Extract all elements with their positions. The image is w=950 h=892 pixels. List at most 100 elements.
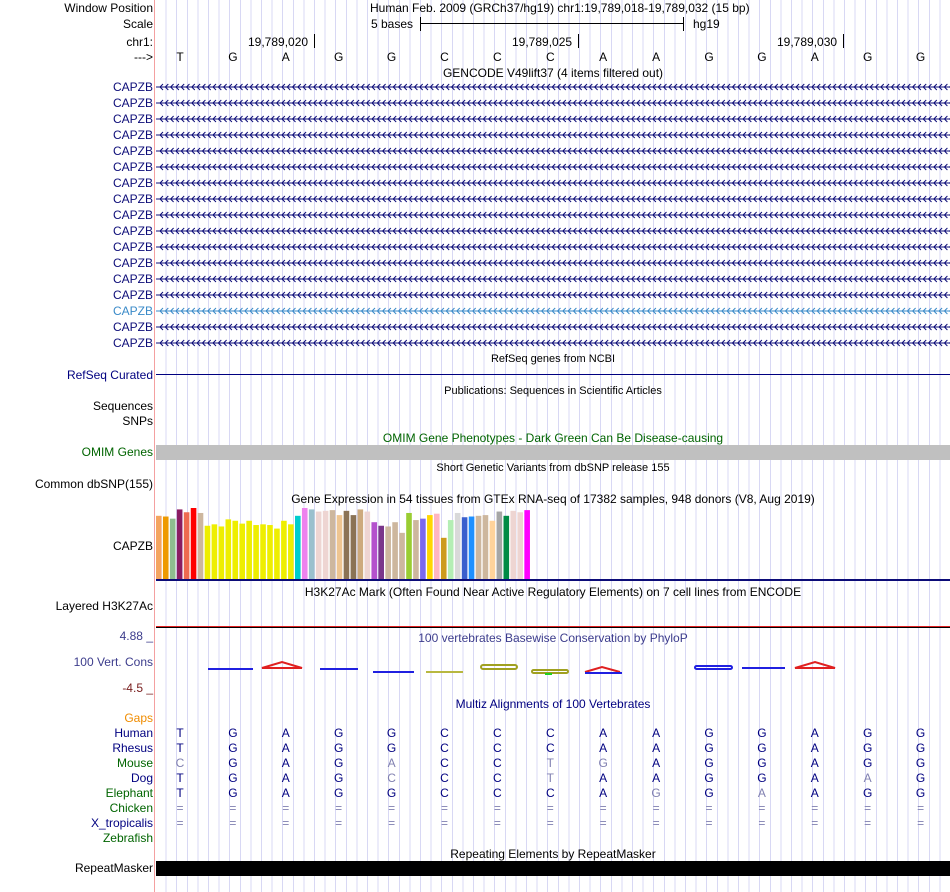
gtex-tissue-bar[interactable] bbox=[301, 508, 308, 579]
h3k27ac-track-title[interactable]: H3K27Ac Mark (Often Found Near Active Re… bbox=[304, 585, 802, 599]
gtex-tissue-bar[interactable] bbox=[274, 528, 280, 579]
gtex-tissue-bar[interactable] bbox=[253, 525, 259, 579]
gtex-tissue-bar[interactable] bbox=[225, 519, 232, 579]
publications-track-title[interactable]: Publications: Sequences in Scientific Ar… bbox=[444, 385, 662, 397]
gencode-item-label[interactable]: CAPZB bbox=[112, 320, 153, 334]
dbsnp-track-label[interactable]: Common dbSNP(155) bbox=[34, 477, 153, 491]
gtex-tissue-bar[interactable] bbox=[260, 524, 266, 579]
gtex-tissue-bar[interactable] bbox=[267, 525, 273, 579]
repeatmasker-track-label[interactable]: RepeatMasker bbox=[74, 861, 153, 875]
omim-gene-bar[interactable] bbox=[156, 445, 950, 460]
gencode-item-label[interactable]: CAPZB bbox=[112, 112, 153, 126]
gtex-track-title[interactable]: Gene Expression in 54 tissues from GTEx … bbox=[291, 492, 815, 506]
multiz-track-title[interactable]: Multiz Alignments of 100 Vertebrates bbox=[455, 697, 651, 711]
gtex-tissue-bar[interactable] bbox=[524, 510, 530, 579]
h3k27ac-track-label[interactable]: Layered H3K27Ac bbox=[55, 599, 153, 613]
gtex-tissue-bar[interactable] bbox=[232, 520, 239, 579]
gtex-tissue-bar[interactable] bbox=[454, 512, 461, 579]
gtex-tissue-bar[interactable] bbox=[364, 511, 371, 579]
gtex-tissue-bar[interactable] bbox=[246, 520, 252, 579]
gtex-tissue-bar[interactable] bbox=[197, 512, 204, 579]
refseq-track-title[interactable]: RefSeq genes from NCBI bbox=[490, 353, 616, 365]
gencode-item-label[interactable]: CAPZB bbox=[112, 208, 153, 222]
gtex-tissue-bar[interactable] bbox=[322, 510, 329, 579]
gtex-tissue-bar[interactable] bbox=[517, 512, 523, 579]
gtex-tissue-bar[interactable] bbox=[420, 518, 426, 579]
species-label[interactable]: Elephant bbox=[105, 786, 153, 800]
gtex-tissue-bar[interactable] bbox=[461, 517, 468, 579]
gtex-tissue-bar[interactable] bbox=[218, 526, 225, 579]
gtex-tissue-bar[interactable] bbox=[503, 515, 510, 579]
gtex-tissue-bar[interactable] bbox=[190, 508, 197, 579]
gtex-tissue-bar[interactable] bbox=[336, 515, 343, 579]
species-label[interactable]: Chicken bbox=[109, 801, 153, 815]
gencode-item-label[interactable]: CAPZB bbox=[112, 128, 153, 142]
gencode-track-title[interactable]: GENCODE V49lift37 (4 items filtered out) bbox=[442, 66, 664, 80]
gtex-tissue-bar[interactable] bbox=[378, 525, 384, 579]
gtex-tissue-bar[interactable] bbox=[392, 522, 398, 579]
omim-track-title[interactable]: OMIM Gene Phenotypes - Dark Green Can Be… bbox=[382, 431, 724, 445]
species-label[interactable]: Human bbox=[114, 726, 153, 740]
gtex-tissue-bar[interactable] bbox=[156, 515, 162, 579]
gtex-tissue-bar[interactable] bbox=[350, 515, 357, 579]
gtex-tissue-bar[interactable] bbox=[468, 516, 475, 579]
gencode-item-label[interactable]: CAPZB bbox=[112, 160, 153, 174]
gtex-tissue-bar[interactable] bbox=[413, 520, 419, 579]
species-label[interactable]: Dog bbox=[130, 771, 153, 785]
gencode-item-label[interactable]: CAPZB bbox=[112, 256, 153, 270]
gtex-tissue-bar[interactable] bbox=[371, 522, 378, 579]
gtex-tissue-bar[interactable] bbox=[434, 513, 440, 579]
gtex-tissue-bar[interactable] bbox=[406, 512, 412, 579]
gencode-item-label[interactable]: CAPZB bbox=[112, 96, 153, 110]
gtex-tissue-bar[interactable] bbox=[295, 515, 301, 579]
gtex-tissue-bar[interactable] bbox=[204, 525, 211, 579]
gencode-item-label[interactable]: CAPZB bbox=[112, 272, 153, 286]
gencode-item-label[interactable]: CAPZB bbox=[112, 192, 153, 206]
gtex-tissue-bar[interactable] bbox=[399, 532, 405, 579]
gtex-tissue-bar[interactable] bbox=[496, 511, 503, 579]
gtex-tissue-bar[interactable] bbox=[489, 520, 496, 579]
refseq-gene-line[interactable] bbox=[156, 374, 950, 375]
gtex-tissue-bar[interactable] bbox=[288, 524, 294, 579]
gencode-item-label[interactable]: CAPZB bbox=[112, 80, 153, 94]
gtex-tissue-bar[interactable] bbox=[176, 509, 183, 579]
gtex-tissue-bar[interactable] bbox=[308, 509, 315, 579]
repeatmasker-track-title[interactable]: Repeating Elements by RepeatMasker bbox=[450, 847, 656, 861]
gtex-tissue-bar[interactable] bbox=[211, 524, 218, 579]
publications-snps-label[interactable]: SNPs bbox=[122, 414, 153, 428]
gtex-tissue-bar[interactable] bbox=[510, 510, 517, 579]
gtex-tissue-bar[interactable] bbox=[447, 520, 454, 579]
dbsnp-track-title[interactable]: Short Genetic Variants from dbSNP releas… bbox=[436, 462, 670, 474]
gtex-tissue-bar[interactable] bbox=[169, 518, 176, 579]
gtex-tissue-bar[interactable] bbox=[482, 515, 489, 579]
omim-track-label[interactable]: OMIM Genes bbox=[81, 445, 153, 459]
gtex-tissue-bar[interactable] bbox=[475, 515, 482, 579]
gtex-track-label[interactable]: CAPZB bbox=[112, 539, 153, 553]
multiz-gaps-label[interactable]: Gaps bbox=[124, 711, 153, 725]
gencode-item-label[interactable]: CAPZB bbox=[112, 336, 153, 350]
gtex-tissue-bar[interactable] bbox=[183, 512, 190, 579]
species-label[interactable]: Zebrafish bbox=[102, 831, 153, 845]
gtex-tissue-bar[interactable] bbox=[239, 523, 245, 579]
gtex-tissue-bar[interactable] bbox=[281, 520, 287, 579]
phylop-track-label[interactable]: 100 Vert. Cons bbox=[73, 655, 153, 669]
gencode-item-label[interactable]: CAPZB bbox=[112, 240, 153, 254]
gtex-tissue-bar[interactable] bbox=[343, 510, 350, 579]
species-label[interactable]: Mouse bbox=[116, 756, 153, 770]
species-label[interactable]: Rhesus bbox=[112, 741, 153, 755]
